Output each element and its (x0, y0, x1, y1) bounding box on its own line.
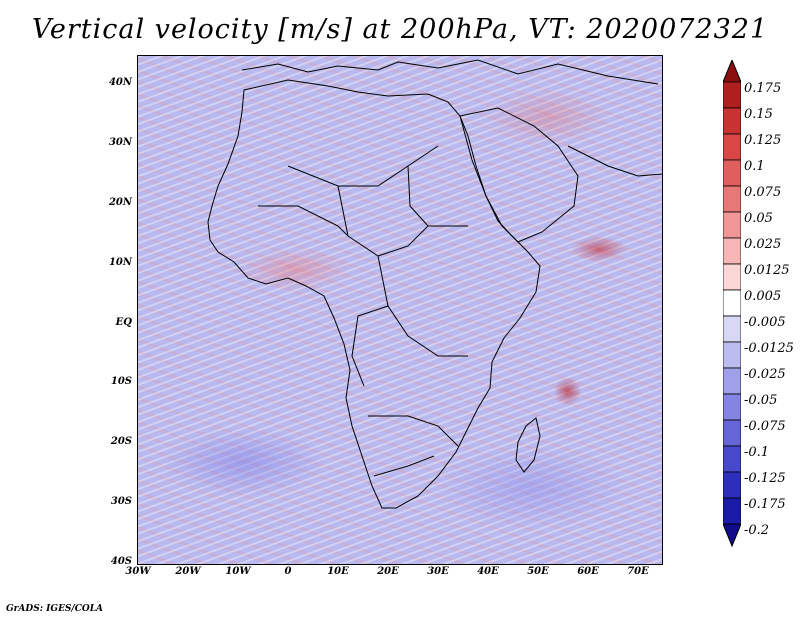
colorbar-label-01: 0.1 (744, 159, 765, 174)
lat-label-20s: 20S (110, 436, 132, 447)
border-6 (407, 165, 468, 227)
lat-label-20n: 20N (108, 197, 132, 208)
colorbar-label-neg-0075: -0.075 (744, 419, 786, 434)
colorbar-label-0125: 0.125 (744, 133, 782, 148)
africa-coastline (207, 79, 541, 509)
colorbar-label-neg-0005: -0.005 (744, 315, 786, 330)
map-plot-area (137, 55, 663, 565)
colorbar-label-0005: 0.005 (744, 289, 782, 304)
colorbar-swatch (723, 107, 741, 135)
europe-coastline (241, 59, 659, 85)
colorbar-label-neg-0025: -0.025 (744, 367, 786, 382)
colorbar-swatch (723, 419, 741, 447)
colorbar-label-neg-0175: -0.175 (744, 497, 786, 512)
colorbar-swatch (723, 263, 741, 291)
lat-label-30n: 30N (108, 137, 132, 148)
lat-label-30s: 30S (110, 496, 132, 507)
lon-label-10e: 10E (327, 566, 349, 577)
colorbar-label-0175: 0.175 (744, 81, 782, 96)
border-2 (337, 185, 429, 257)
colorbar-swatch (723, 315, 741, 343)
colorbar-swatch (723, 471, 741, 499)
colorbar-swatch (723, 237, 741, 265)
colorbar-swatch (723, 497, 741, 525)
colorbar-swatch (723, 81, 741, 109)
colorbar-swatch (723, 159, 741, 187)
coastline-map (207, 59, 662, 509)
lat-label-10n: 10N (108, 257, 132, 268)
lon-label-20e: 20E (377, 566, 399, 577)
lon-label-20w: 20W (175, 566, 201, 577)
colorbar-swatch (723, 185, 741, 213)
lon-label-40e: 40E (477, 566, 499, 577)
colorbar-label-005: 0.05 (744, 211, 773, 226)
colorbar-swatch (723, 133, 741, 161)
colorbar-top-arrow (723, 60, 741, 83)
colorbar-label-neg-01: -0.1 (744, 445, 770, 460)
persian-coast (567, 145, 662, 177)
border-4 (351, 305, 389, 387)
border-7 (368, 415, 459, 447)
colorbar-swatch (723, 445, 741, 473)
colorbar-label-0025: 0.025 (744, 237, 782, 252)
border-8 (373, 455, 435, 477)
colorbar-label-neg-00125: -0.0125 (744, 341, 794, 356)
border-1 (287, 145, 439, 187)
border-3 (377, 255, 468, 357)
colorbar-swatch (723, 289, 741, 317)
madagascar-coastline (515, 417, 541, 473)
lon-label-50e: 50E (527, 566, 549, 577)
colorbar-label-neg-02: -0.2 (744, 523, 770, 538)
chart-title: Vertical velocity [m/s] at 200hPa, VT: 2… (31, 14, 769, 45)
lon-label-30w: 30W (125, 566, 151, 577)
lon-label-30e: 30E (427, 566, 449, 577)
colorbar-bottom-arrow (723, 523, 741, 548)
colorbar-swatch (723, 341, 741, 369)
lon-label-10w: 10W (225, 566, 251, 577)
lon-label-60e: 60E (577, 566, 599, 577)
colorbar-swatch (723, 393, 741, 421)
lat-label-10s: 10S (110, 376, 132, 387)
colorbar-label-00125: 0.0125 (744, 263, 790, 278)
colorbar-label-neg-005: -0.05 (744, 393, 778, 408)
colorbar-label-015: 0.15 (744, 107, 773, 122)
lat-label-40s: 40S (110, 556, 132, 567)
border-5 (258, 205, 349, 237)
lat-label-40n: 40N (108, 77, 132, 88)
colorbar-swatch (723, 367, 741, 395)
colorbar-swatch (723, 211, 741, 239)
lat-label-eq: EQ (115, 317, 132, 328)
arabia-coastline (459, 107, 579, 243)
lon-label-70e: 70E (627, 566, 649, 577)
colorbar (723, 60, 741, 548)
colorbar-label-0075: 0.075 (744, 185, 782, 200)
lon-label-0: 0 (284, 566, 292, 577)
footer-credit: GrADS: IGES/COLA (6, 604, 104, 614)
colorbar-label-neg-0125: -0.125 (744, 471, 786, 486)
